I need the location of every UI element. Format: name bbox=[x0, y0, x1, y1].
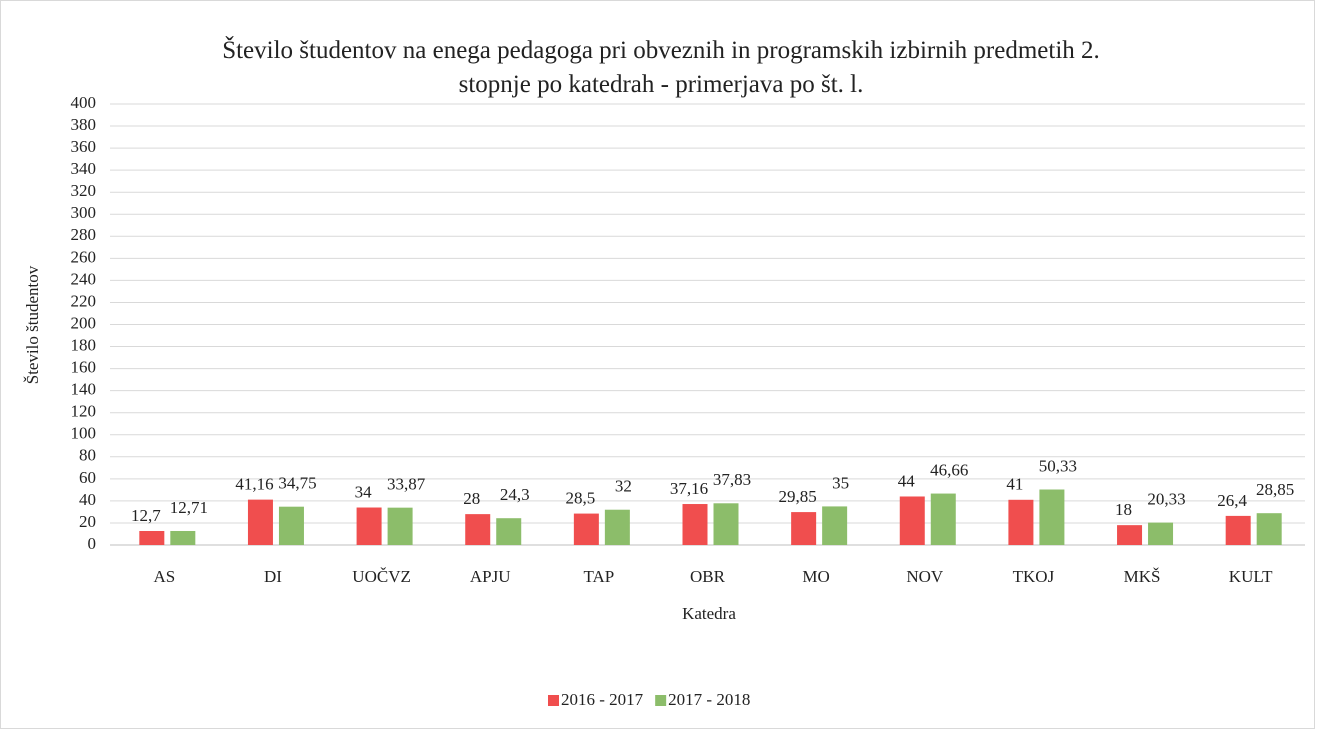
data-label: 34 bbox=[355, 482, 373, 501]
bar bbox=[387, 507, 413, 545]
bar bbox=[1256, 513, 1282, 545]
data-label: 44 bbox=[898, 471, 916, 490]
y-tick-label: 320 bbox=[71, 181, 97, 200]
legend-swatch bbox=[548, 695, 559, 706]
bar bbox=[356, 507, 382, 545]
bar bbox=[278, 506, 304, 545]
data-label: 33,87 bbox=[387, 475, 426, 494]
y-tick-label: 40 bbox=[79, 490, 96, 509]
bar bbox=[930, 493, 956, 545]
y-tick-label: 160 bbox=[71, 358, 97, 377]
y-tick-label: 240 bbox=[71, 269, 97, 288]
y-tick-label: 400 bbox=[71, 93, 97, 112]
y-tick-label: 120 bbox=[71, 402, 97, 421]
bar bbox=[1008, 499, 1034, 545]
data-label: 18 bbox=[1115, 500, 1132, 519]
data-label: 12,7 bbox=[131, 506, 161, 525]
y-tick-label: 20 bbox=[79, 512, 96, 531]
bar bbox=[682, 504, 708, 545]
x-tick-label: UOČVZ bbox=[352, 567, 411, 586]
y-tick-label: 0 bbox=[88, 534, 97, 553]
x-tick-label: DI bbox=[264, 567, 282, 586]
legend-swatch bbox=[655, 695, 667, 706]
y-tick-label: 200 bbox=[71, 313, 97, 332]
x-tick-label: NOV bbox=[906, 567, 944, 586]
x-tick-label: TAP bbox=[583, 567, 614, 586]
y-axis-label: Število študentov bbox=[23, 265, 42, 384]
legend-label: 2017 - 2018 bbox=[668, 690, 750, 709]
data-label: 28,85 bbox=[1256, 480, 1294, 499]
data-label: 50,33 bbox=[1039, 456, 1077, 475]
bar bbox=[1117, 525, 1143, 545]
x-tick-label: OBR bbox=[690, 567, 726, 586]
data-label: 20,33 bbox=[1147, 489, 1185, 508]
data-label: 37,16 bbox=[670, 479, 708, 498]
legend-label: 2016 - 2017 bbox=[561, 690, 644, 709]
y-tick-label: 340 bbox=[71, 159, 97, 178]
x-axis-label: Katedra bbox=[682, 604, 736, 623]
bar bbox=[573, 513, 599, 545]
y-tick-label: 80 bbox=[79, 446, 96, 465]
y-tick-label: 60 bbox=[79, 468, 96, 487]
data-label: 29,85 bbox=[779, 487, 817, 506]
data-label: 37,83 bbox=[713, 470, 751, 489]
y-tick-label: 100 bbox=[71, 424, 97, 443]
y-tick-label: 380 bbox=[71, 115, 97, 134]
data-label: 35 bbox=[832, 473, 849, 492]
y-tick-label: 280 bbox=[71, 225, 97, 244]
bar bbox=[791, 512, 817, 545]
data-label: 41 bbox=[1006, 475, 1023, 494]
bar bbox=[465, 514, 491, 545]
bar bbox=[139, 530, 165, 545]
x-tick-label: TKOJ bbox=[1013, 567, 1055, 586]
y-tick-label: 180 bbox=[71, 335, 97, 354]
data-label: 24,3 bbox=[500, 485, 530, 504]
x-tick-label: AS bbox=[153, 567, 175, 586]
bar bbox=[899, 496, 925, 545]
bar bbox=[247, 499, 273, 545]
bar bbox=[604, 509, 630, 545]
bar bbox=[1148, 522, 1174, 545]
data-label: 28,5 bbox=[565, 488, 595, 507]
data-label: 34,75 bbox=[278, 474, 316, 493]
bar bbox=[170, 530, 196, 545]
x-tick-label: MKŠ bbox=[1124, 567, 1161, 586]
chart-title: Število študentov na enega pedagoga pri … bbox=[222, 37, 1100, 98]
bar bbox=[1225, 515, 1251, 545]
bar bbox=[822, 506, 848, 545]
y-tick-label: 220 bbox=[71, 291, 97, 310]
y-tick-label: 260 bbox=[71, 247, 97, 266]
bar bbox=[713, 503, 739, 545]
x-tick-label: KULT bbox=[1229, 567, 1273, 586]
y-tick-label: 140 bbox=[71, 380, 97, 399]
bar bbox=[1039, 489, 1065, 545]
y-tick-label: 300 bbox=[71, 203, 97, 222]
data-label: 26,4 bbox=[1217, 491, 1247, 510]
bar bbox=[496, 518, 522, 545]
data-label: 32 bbox=[615, 477, 632, 496]
data-label: 41,16 bbox=[235, 475, 273, 494]
x-tick-label: MO bbox=[802, 567, 829, 586]
data-label: 28 bbox=[463, 489, 480, 508]
data-label: 12,71 bbox=[170, 498, 208, 517]
y-tick-label: 360 bbox=[71, 137, 97, 156]
x-tick-label: APJU bbox=[470, 567, 511, 586]
data-label: 46,66 bbox=[930, 460, 968, 479]
